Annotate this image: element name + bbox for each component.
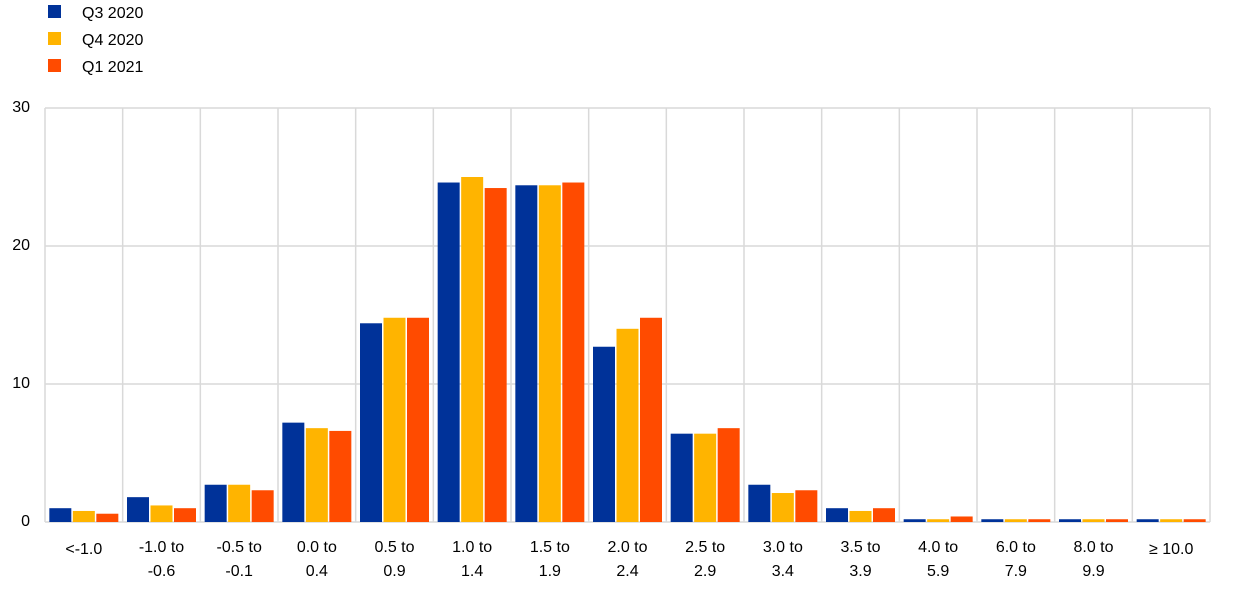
x-tick-label: 4.0 to — [918, 539, 958, 556]
x-tick-label: <-1.0 — [65, 541, 102, 558]
legend-swatch — [48, 59, 61, 72]
bar — [383, 317, 406, 522]
x-tick-label: 1.0 to — [452, 539, 492, 556]
bar — [950, 516, 973, 522]
y-tick-label: 10 — [12, 375, 30, 392]
x-tick-label: ≥ 10.0 — [1149, 541, 1193, 558]
x-tick-label: 2.4 — [616, 563, 638, 580]
bar — [329, 430, 352, 522]
bar — [72, 510, 95, 522]
bar — [96, 513, 119, 522]
x-tick-label: 1.5 to — [530, 539, 570, 556]
x-tick-label: 6.0 to — [996, 539, 1036, 556]
x-tick-label: 0.9 — [383, 563, 405, 580]
bar — [717, 428, 740, 522]
x-tick-label: 3.5 to — [840, 539, 880, 556]
bar — [748, 484, 771, 522]
bar — [1183, 519, 1206, 522]
bar — [1160, 519, 1183, 522]
bar — [461, 177, 484, 522]
bar — [849, 510, 872, 522]
bar — [360, 323, 382, 522]
x-tick-label: 0.0 to — [297, 539, 337, 556]
y-tick-label: 30 — [12, 99, 30, 116]
legend-swatch — [48, 32, 61, 45]
x-tick-label: -0.5 to — [216, 539, 261, 556]
y-tick-label: 20 — [12, 237, 30, 254]
x-tick-label: 7.9 — [1005, 563, 1027, 580]
bar — [49, 508, 72, 522]
x-tick-label: 2.5 to — [685, 539, 725, 556]
x-tick-label: 3.9 — [849, 563, 871, 580]
x-tick-label: 0.4 — [306, 563, 328, 580]
legend-label: Q4 2020 — [82, 32, 143, 49]
bar — [826, 508, 848, 522]
x-tick-label: -1.0 to — [139, 539, 184, 556]
bar — [1082, 519, 1105, 522]
x-tick-label: 3.0 to — [763, 539, 803, 556]
bar — [795, 490, 818, 522]
y-tick-label: 0 — [21, 513, 30, 530]
bar — [694, 433, 717, 522]
x-tick-label: -0.6 — [148, 563, 176, 580]
bar — [616, 328, 639, 522]
x-tick-label: -0.1 — [225, 563, 253, 580]
bar — [407, 317, 429, 522]
x-tick-label: 1.4 — [461, 563, 483, 580]
bar — [127, 497, 149, 522]
bar — [873, 508, 895, 522]
bar — [1004, 519, 1027, 522]
legend-label: Q3 2020 — [82, 5, 143, 22]
bar — [204, 484, 227, 522]
x-tick-label: 2.9 — [694, 563, 716, 580]
bar — [282, 422, 305, 522]
bar — [771, 493, 794, 522]
x-tick-label: 9.9 — [1082, 563, 1104, 580]
bar — [538, 185, 561, 522]
legend-swatch — [48, 5, 61, 18]
bar — [903, 519, 926, 522]
bar — [1106, 519, 1128, 522]
bar — [562, 182, 585, 522]
legend-label: Q1 2021 — [82, 59, 143, 76]
bar — [515, 185, 538, 522]
bar — [437, 182, 460, 522]
bar — [670, 433, 693, 522]
x-tick-label: 5.9 — [927, 563, 949, 580]
bar — [174, 508, 196, 522]
x-tick-label: 2.0 to — [607, 539, 647, 556]
bar — [1059, 519, 1081, 522]
bar — [150, 505, 173, 522]
x-tick-label: 1.9 — [539, 563, 561, 580]
x-tick-label: 8.0 to — [1073, 539, 1113, 556]
bar — [981, 519, 1004, 522]
bar — [1028, 519, 1051, 522]
bar — [640, 317, 662, 522]
x-tick-label: 0.5 to — [374, 539, 414, 556]
x-tick-label: 3.4 — [772, 563, 794, 580]
bar — [927, 519, 950, 522]
bar — [484, 188, 507, 523]
bar — [593, 346, 615, 522]
bar — [1136, 519, 1159, 522]
bar — [228, 484, 251, 522]
bar — [305, 428, 328, 522]
bar — [251, 490, 274, 522]
